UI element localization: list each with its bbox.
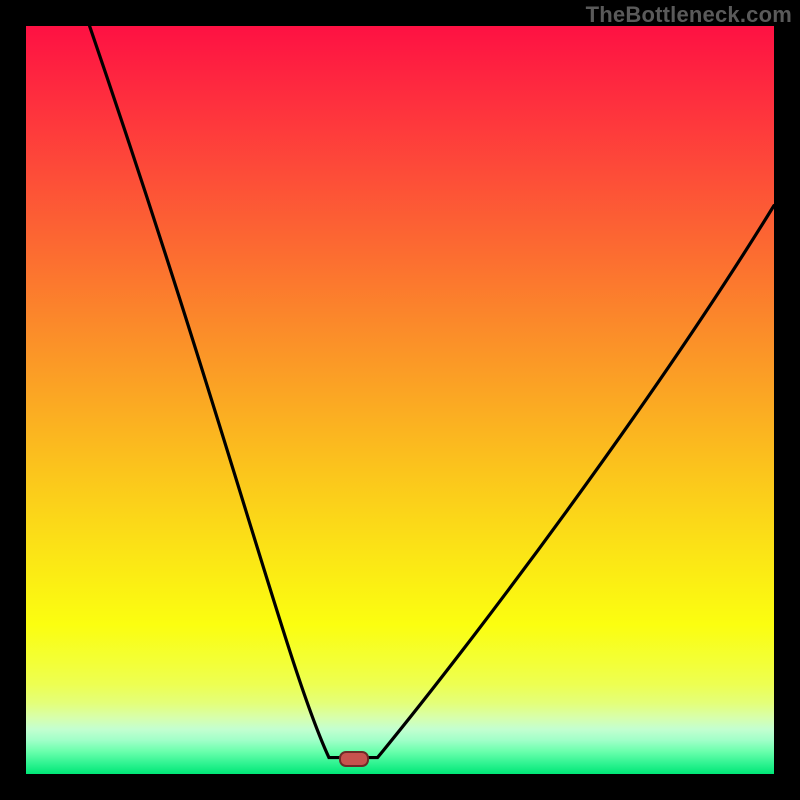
minimum-marker [339,751,369,767]
watermark-text: TheBottleneck.com [586,2,792,28]
bottleneck-curve-path [90,26,774,758]
curve-layer [26,26,774,774]
plot-frame [26,26,774,774]
chart-container: TheBottleneck.com [0,0,800,800]
